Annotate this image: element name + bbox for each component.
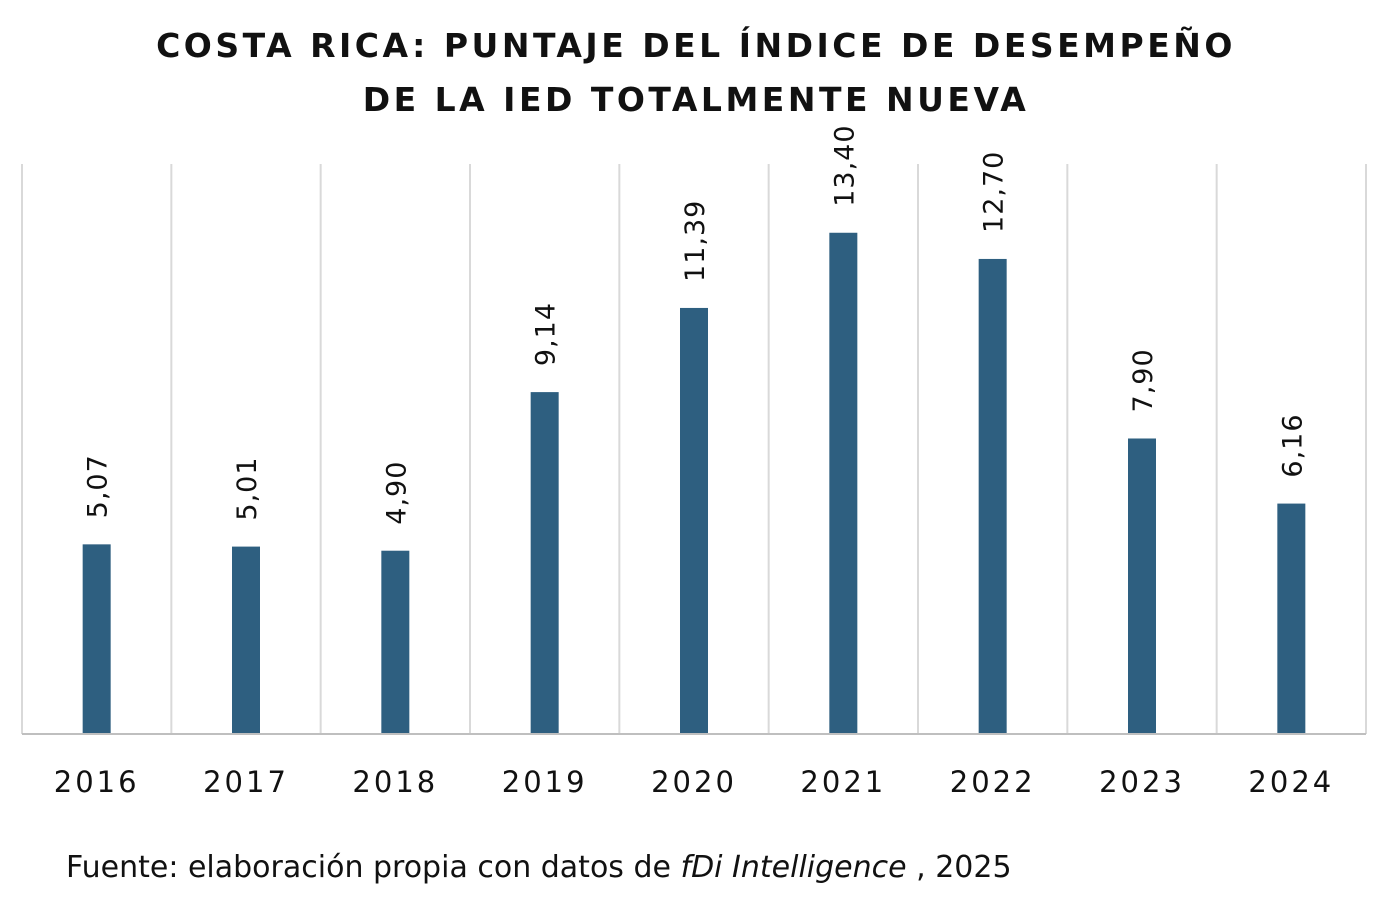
tick-label-2017: 2017	[203, 765, 289, 799]
bar-2019	[530, 392, 559, 734]
bar-2023	[1128, 438, 1156, 734]
bar-2016	[82, 544, 111, 734]
data-label-2024: 6,16	[1277, 413, 1308, 477]
tick-label-2023: 2023	[1099, 765, 1185, 799]
tick-label-2024: 2024	[1248, 765, 1334, 799]
bar-2024	[1277, 503, 1306, 734]
x-axis-tick-labels: 2016 2017 2018 2019 2020 2021 2022 2023 2024	[54, 765, 1334, 799]
data-label-2018: 4,90	[381, 461, 412, 525]
bar-2020	[680, 307, 708, 734]
source-suffix: , 2025	[906, 850, 1012, 885]
tick-label-2016: 2016	[54, 765, 140, 799]
data-label-2019: 9,14	[531, 302, 562, 366]
source-note: Fuente: elaboración propia con datos de …	[66, 850, 1012, 885]
data-labels: 5,07 5,01 4,90 9,14 11,39 13,40 12,70 7,90 6,16	[83, 124, 1309, 524]
tick-label-2018: 2018	[352, 765, 438, 799]
data-label-2023: 7,90	[1128, 348, 1159, 412]
gridlines	[21, 164, 1367, 734]
tick-label-2021: 2021	[800, 765, 886, 799]
data-label-2017: 5,01	[232, 456, 263, 520]
data-label-2016: 5,07	[83, 454, 114, 518]
bar-2022	[978, 258, 1007, 734]
chart-title-line-1: COSTA RICA: PUNTAJE DEL ÍNDICE DE DESEMP…	[156, 26, 1236, 65]
tick-label-2020: 2020	[651, 765, 737, 799]
source-prefix: Fuente: elaboración propia con datos de	[66, 850, 681, 885]
data-label-2022: 12,70	[979, 151, 1010, 233]
bar-2017	[232, 546, 260, 734]
chart-title-line-2: DE LA IED TOTALMENTE NUEVA	[362, 80, 1030, 119]
bar-2018	[381, 550, 410, 734]
data-label-2020: 11,39	[680, 200, 711, 282]
tick-label-2019: 2019	[502, 765, 588, 799]
bar-2021	[829, 232, 858, 734]
data-label-2021: 13,40	[829, 124, 860, 206]
source-italic: fDi Intelligence	[680, 850, 907, 885]
bars	[82, 232, 1306, 734]
tick-label-2022: 2022	[950, 765, 1036, 799]
